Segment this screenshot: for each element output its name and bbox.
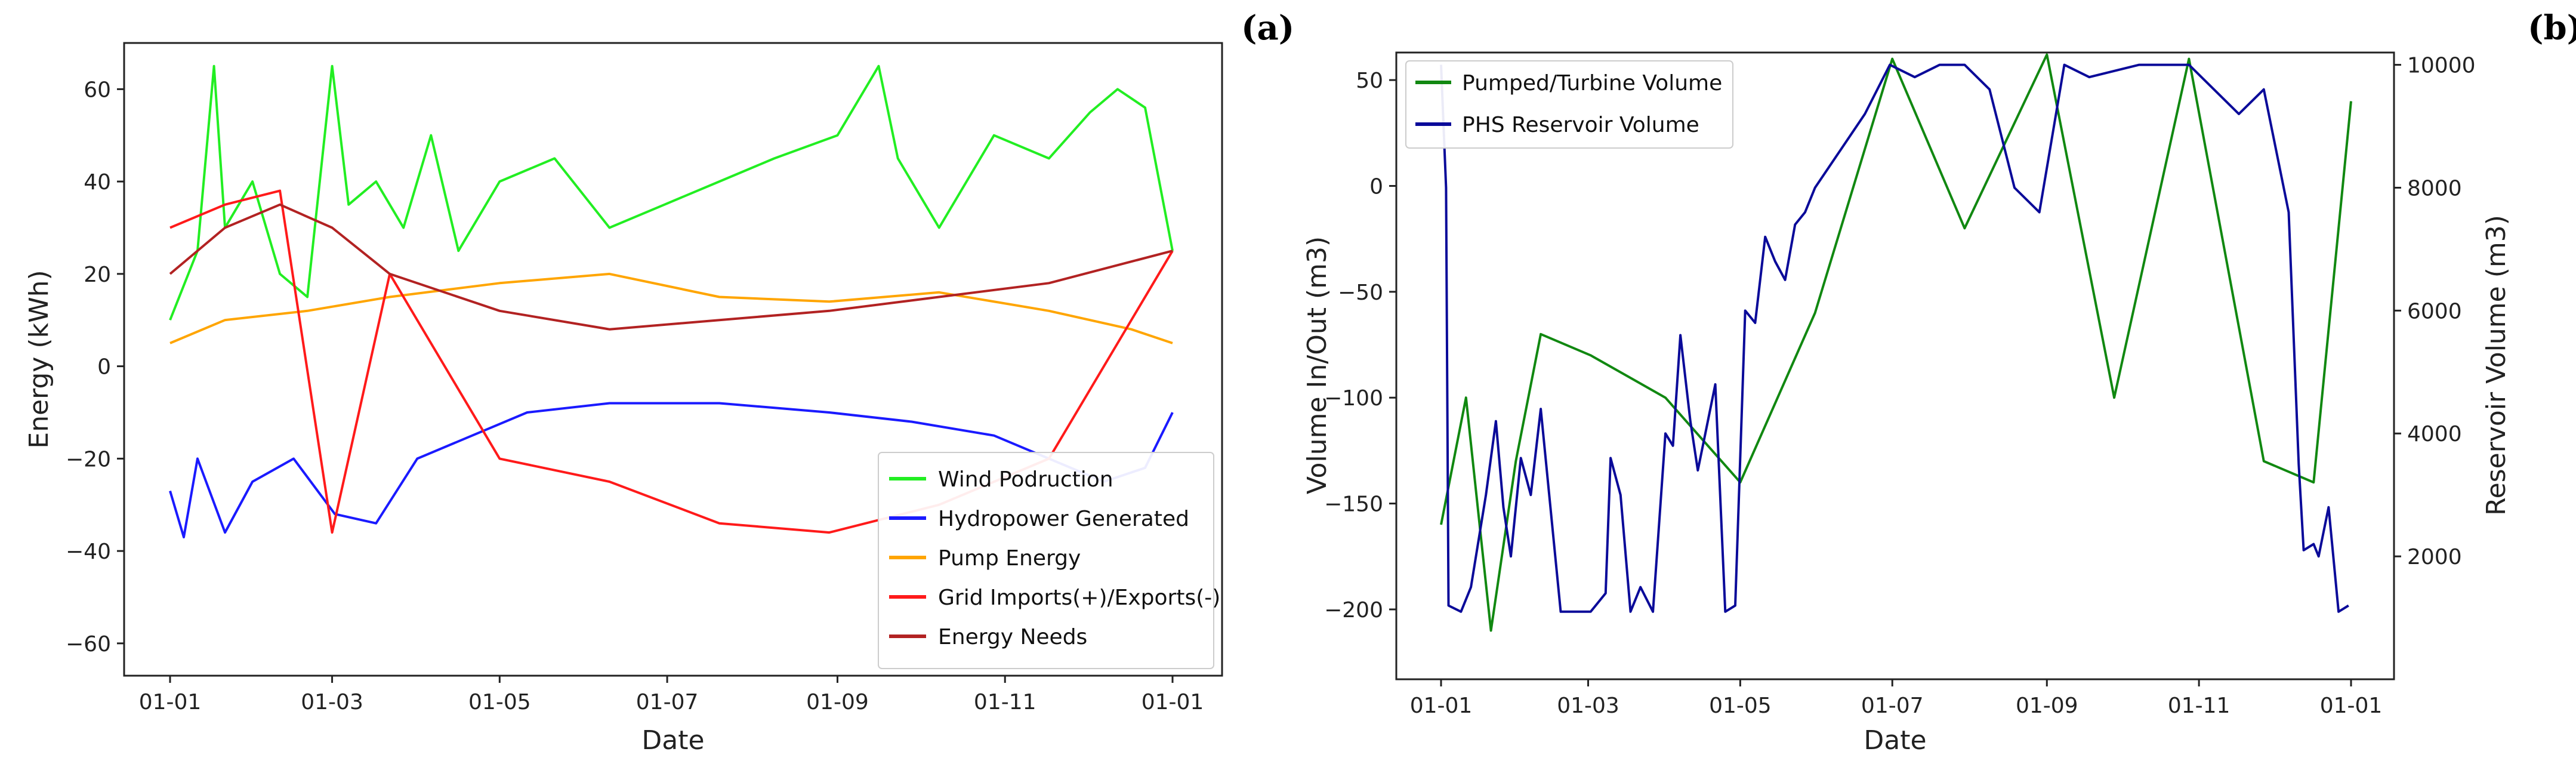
energy-x-tick-label: 01-03 [301,690,363,714]
volume-y-tick-label: −200 [1324,598,1383,623]
panel-b-tag: (b) [2528,8,2576,48]
series-line-pumped-turbine-volume [1440,53,2352,632]
panel-a-tag: (a) [1241,8,1294,48]
volume-y-tick-label: 50 [1356,69,1383,93]
series-line-wind-podruction [169,64,1174,321]
legend-label-wind: Wind Podruction [938,467,1113,492]
energy-x-tick-label: 01-01 [1142,690,1204,714]
energy-chart-xlabel: Date [641,725,704,756]
energy-y-tick-label: 40 [84,170,111,195]
volume-x-tick-label: 01-09 [2016,694,2078,718]
energy-y-tick-label: −20 [66,447,111,472]
volume-y-right-tick-label: 10000 [2407,54,2476,78]
energy-x-tick-label: 01-05 [468,690,531,714]
energy-chart-ticks: 01-01 01-03 01-05 01-07 01-09 01-11 01-01 −60 −4… [66,78,1204,714]
volume-chart-ylabel-right: Reservoir Volume (m3) [2481,215,2512,516]
volume-chart-xlabel: Date [1864,725,1926,756]
energy-x-tick-label: 01-11 [974,690,1036,714]
energy-x-tick-label: 01-07 [636,690,699,714]
volume-legend-box [1405,60,1733,149]
legend-label-pump: Pump Energy [938,546,1081,571]
energy-y-tick-label: 20 [84,263,111,287]
volume-y-tick-label: 0 [1369,174,1383,199]
legend-label-grid: Grid Imports(+)/Exports(-) [938,586,1220,610]
energy-chart-legend: Wind Podruction Hydropower Generated Pum… [878,452,1220,669]
series-line-phs-reservoir-volume [1440,63,2349,613]
energy-chart-frame [123,42,1223,677]
volume-y-tick-label: −100 [1324,386,1383,411]
legend-label-hydro: Hydropower Generated [938,507,1189,531]
series-line-pump-energy [169,272,1173,344]
series-line-energy-needs [169,203,1173,331]
energy-x-tick-label: 01-09 [806,690,869,714]
volume-x-tick-label: 01-05 [1709,694,1772,718]
energy-chart: 01-01 01-03 01-05 01-07 01-09 01-11 01-01 −60 −4… [24,42,1223,756]
volume-chart-frame [1395,51,2395,680]
volume-y-tick-label: −50 [1338,281,1383,305]
energy-y-tick-label: 60 [84,78,111,102]
volume-chart-ticks: 01-01 01-03 01-05 01-07 01-09 01-11 01-01 −200 −… [1324,54,2475,718]
legend-label-reservoir: PHS Reservoir Volume [1462,113,1699,137]
volume-y-right-tick-label: 4000 [2407,422,2462,446]
energy-y-tick-label: 0 [97,355,111,380]
legend-label-needs: Energy Needs [938,625,1087,649]
energy-y-tick-label: −60 [66,632,111,657]
volume-y-right-tick-label: 2000 [2407,545,2462,569]
volume-y-tick-label: −150 [1324,492,1383,517]
volume-x-tick-label: 01-01 [2320,694,2383,718]
volume-x-tick-label: 01-07 [1861,694,1924,718]
volume-chart-plot-layer [1440,53,2352,632]
energy-y-tick-label: −40 [66,540,111,564]
energy-x-tick-label: 01-01 [139,690,202,714]
volume-x-tick-label: 01-01 [1410,694,1473,718]
volume-chart-ylabel-left: Volume In/Out (m3) [1302,236,1332,494]
energy-chart-ylabel: Energy (kWh) [24,270,54,448]
energy-legend-box [878,452,1214,669]
legend-label-pumped-turbine: Pumped/Turbine Volume [1462,71,1722,96]
volume-x-tick-label: 01-03 [1557,694,1619,718]
volume-chart-legend: Pumped/Turbine Volume PHS Reservoir Volu… [1405,60,1733,149]
volume-x-tick-label: 01-11 [2168,694,2231,718]
volume-y-right-tick-label: 8000 [2407,176,2462,201]
volume-y-right-tick-label: 6000 [2407,299,2462,324]
volume-chart: 01-01 01-03 01-05 01-07 01-09 01-11 01-01 −200 −… [1302,51,2512,756]
